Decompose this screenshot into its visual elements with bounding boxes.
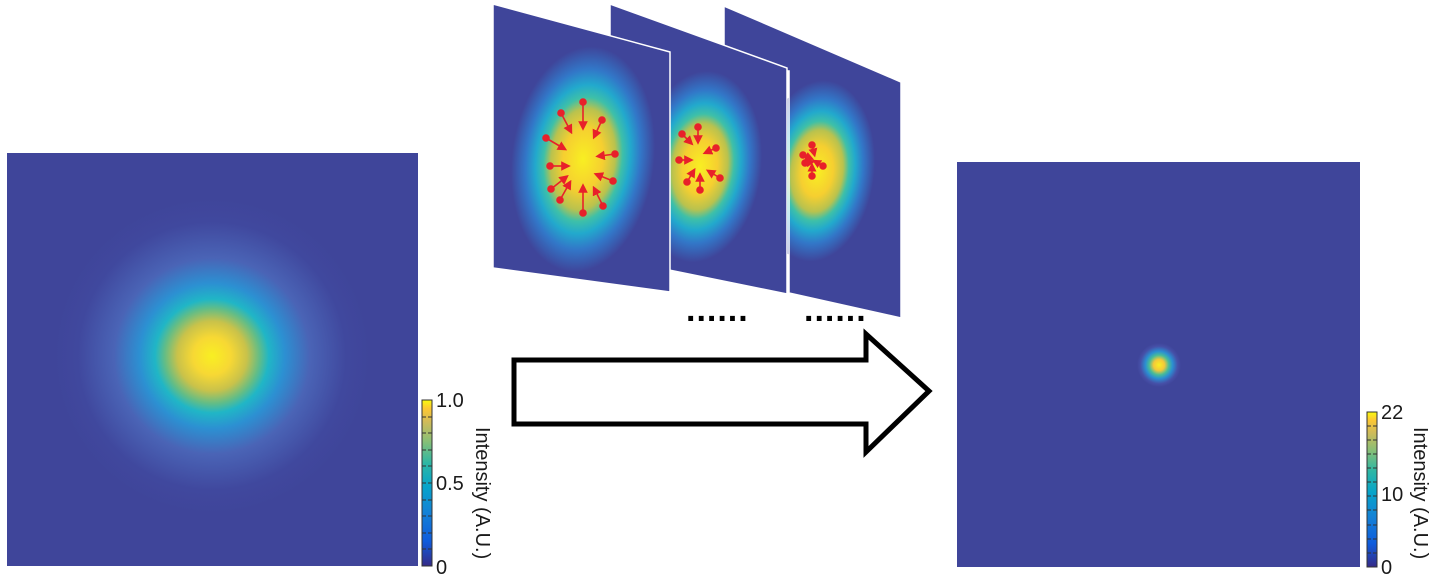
frame-stack: ...... ...... [492, 2, 902, 329]
output-beam-spot [1137, 343, 1181, 387]
continuation-dots-2: ...... [804, 291, 867, 329]
input-colorbar-title: Intensity (A.U.) [471, 427, 493, 559]
output-colorbar-tick-marks [1367, 425, 1377, 554]
input-colorbar-tick-mid: 0.5 [436, 473, 464, 495]
output-colorbar-title: Intensity (A.U.) [1409, 427, 1431, 559]
input-colorbar: 1.0 0.5 0 Intensity (A.U.) [421, 390, 493, 579]
frame-1-arrows [542, 98, 619, 217]
continuation-dots-1: ...... [686, 291, 749, 329]
input-colorbar-tick-min: 0 [436, 557, 447, 579]
input-colorbar-tick-max: 1.0 [436, 390, 464, 412]
output-colorbar-tick-max: 22 [1381, 402, 1403, 424]
frame-2-arrows [675, 123, 724, 194]
input-beam-panel [7, 153, 418, 566]
input-beam-spot [54, 198, 370, 514]
frame-3-arrows [799, 141, 827, 180]
input-colorbar-tick-marks [422, 416, 432, 550]
output-colorbar: 22 10 0 Intensity (A.U.) [1366, 402, 1431, 579]
output-colorbar-tick-min: 0 [1381, 557, 1392, 579]
output-beam-panel [957, 162, 1360, 567]
output-colorbar-tick-mid: 10 [1381, 484, 1403, 506]
transform-arrow [511, 328, 933, 458]
output-colorbar-bar [1366, 411, 1378, 568]
frame-1 [492, 3, 671, 293]
